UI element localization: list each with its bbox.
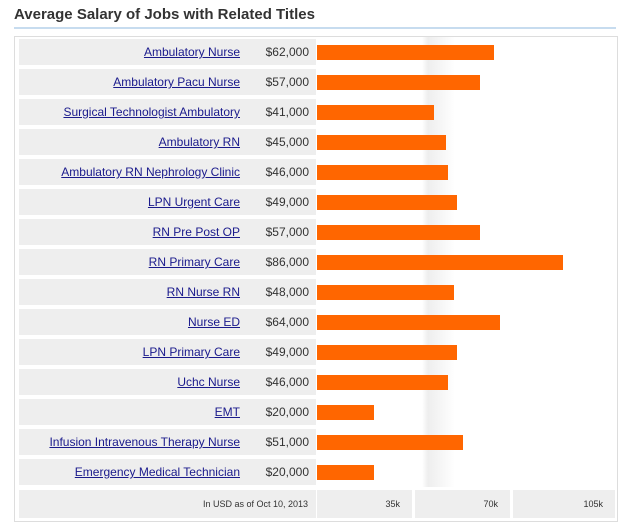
salary-bar xyxy=(317,375,448,390)
salary-bar xyxy=(317,285,454,300)
salary-value: $64,000 xyxy=(265,315,309,329)
job-title-link[interactable]: RN Primary Care xyxy=(148,255,240,269)
table-row: Ambulatory RN $45,000 xyxy=(19,129,316,155)
x-axis-tick-cell: 70k xyxy=(415,490,510,518)
chart-title: Average Salary of Jobs with Related Titl… xyxy=(14,6,315,23)
job-title-link[interactable]: Infusion Intravenous Therapy Nurse xyxy=(49,435,240,449)
job-title-link[interactable]: Uchc Nurse xyxy=(177,375,240,389)
salary-bar xyxy=(317,135,446,150)
x-axis-tick-label: 70k xyxy=(483,499,498,509)
footer-note-text: In USD as of Oct 10, 2013 xyxy=(202,499,308,509)
job-title-link[interactable]: Surgical Technologist Ambulatory xyxy=(63,105,240,119)
title-divider xyxy=(14,27,616,29)
job-title-link[interactable]: LPN Urgent Care xyxy=(147,195,240,209)
salary-bar xyxy=(317,255,563,270)
job-title-link[interactable]: RN Pre Post OP xyxy=(152,225,240,239)
salary-value: $48,000 xyxy=(265,285,309,299)
salary-value: $57,000 xyxy=(265,225,309,239)
salary-value: $20,000 xyxy=(265,465,309,479)
salary-bar xyxy=(317,345,457,360)
job-title-link[interactable]: Nurse ED xyxy=(187,315,240,329)
salary-value: $46,000 xyxy=(265,375,309,389)
job-title-link[interactable]: EMT xyxy=(214,405,240,419)
table-row: Ambulatory Nurse $62,000 xyxy=(19,39,316,65)
salary-value: $62,000 xyxy=(265,45,309,59)
job-title-link[interactable]: Emergency Medical Technician xyxy=(74,465,240,479)
table-row: RN Primary Care $86,000 xyxy=(19,249,316,275)
salary-value: $51,000 xyxy=(265,435,309,449)
table-row: Infusion Intravenous Therapy Nurse $51,00… xyxy=(19,429,316,455)
x-axis-tick-cell: 105k xyxy=(513,490,615,518)
job-title-link[interactable]: Ambulatory RN xyxy=(158,135,240,149)
salary-value: $49,000 xyxy=(265,195,309,209)
footer-note: In USD as of Oct 10, 2013 xyxy=(19,490,316,518)
salary-bar xyxy=(317,75,480,90)
table-row: Ambulatory Pacu Nurse $57,000 xyxy=(19,69,316,95)
salary-value: $86,000 xyxy=(265,255,309,269)
salary-value: $41,000 xyxy=(265,105,309,119)
salary-bar xyxy=(317,405,374,420)
salary-value: $46,000 xyxy=(265,165,309,179)
table-row: Emergency Medical Technician $20,000 xyxy=(19,459,316,485)
x-axis-tick-label: 105k xyxy=(583,499,603,509)
salary-chart: Ambulatory Nurse $62,000 Ambulatory Pacu N… xyxy=(14,36,618,522)
salary-value: $45,000 xyxy=(265,135,309,149)
salary-value: $57,000 xyxy=(265,75,309,89)
salary-bar xyxy=(317,435,463,450)
salary-bar xyxy=(317,195,457,210)
salary-bar xyxy=(317,465,374,480)
salary-bar xyxy=(317,105,434,120)
table-row: LPN Primary Care $49,000 xyxy=(19,339,316,365)
job-title-link[interactable]: Ambulatory Pacu Nurse xyxy=(113,75,240,89)
table-row: Ambulatory RN Nephrology Clinic $46,000 xyxy=(19,159,316,185)
salary-bar xyxy=(317,165,448,180)
salary-bar xyxy=(317,225,480,240)
x-axis-tick-label: 35k xyxy=(385,499,400,509)
salary-bar xyxy=(317,45,494,60)
table-row: RN Nurse RN $48,000 xyxy=(19,279,316,305)
job-title-link[interactable]: RN Nurse RN xyxy=(166,285,240,299)
job-title-link[interactable]: Ambulatory Nurse xyxy=(143,45,240,59)
salary-value: $49,000 xyxy=(265,345,309,359)
table-row: RN Pre Post OP $57,000 xyxy=(19,219,316,245)
job-title-link[interactable]: LPN Primary Care xyxy=(142,345,240,359)
bar-plot-area xyxy=(317,37,617,487)
table-row: Nurse ED $64,000 xyxy=(19,309,316,335)
table-row: Surgical Technologist Ambulatory $41,000 xyxy=(19,99,316,125)
job-title-link[interactable]: Ambulatory RN Nephrology Clinic xyxy=(61,165,240,179)
table-row: LPN Urgent Care $49,000 xyxy=(19,189,316,215)
table-row: EMT $20,000 xyxy=(19,399,316,425)
x-axis-tick-cell: 35k xyxy=(317,490,412,518)
table-row: Uchc Nurse $46,000 xyxy=(19,369,316,395)
salary-bar xyxy=(317,315,500,330)
salary-value: $20,000 xyxy=(265,405,309,419)
